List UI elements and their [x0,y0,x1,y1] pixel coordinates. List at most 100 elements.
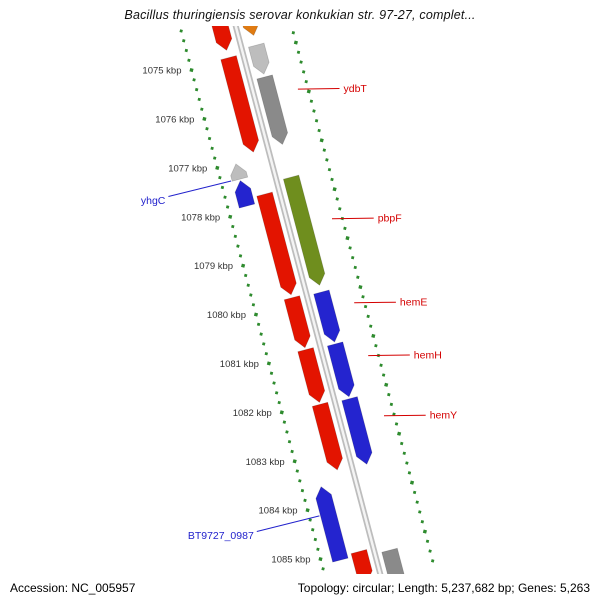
minor-tick-dot [236,244,240,248]
label-leader-ydbT [297,88,340,90]
minor-tick-dot [295,469,299,473]
minor-tick-dot [194,87,199,92]
minor-tick-dot [350,255,355,260]
minor-tick-dot [223,195,227,199]
major-tick-dot [332,187,337,192]
gene-label-ydbT[interactable]: ydbT [344,83,368,95]
minor-tick-dot [285,430,289,434]
minor-tick-dot [197,97,201,102]
minor-tick-dot [381,373,386,377]
major-tick-dot [409,480,415,485]
minor-tick-dot [374,343,378,348]
gene-arrow[interactable] [381,547,407,595]
minor-tick-dot [212,156,217,160]
minor-tick-dot [256,322,261,327]
ruler-tick-label: 1082 kbp [233,408,272,419]
minor-tick-dot [272,381,276,385]
minor-tick-dot [231,224,235,229]
minor-tick-dot [303,498,307,503]
gene-arrow[interactable] [238,2,259,36]
minor-tick-dot [210,146,214,151]
gene-arrow[interactable] [209,9,233,51]
map-title: Bacillus thuringiensis serovar konkukian… [124,8,476,22]
gene-arrow-hemY[interactable] [311,401,343,471]
ruler-tick-label: 1077 kbp [168,163,207,174]
minor-tick-dot [269,371,274,375]
gene-arrow[interactable] [350,549,373,583]
gene-arrow-ydbT[interactable] [220,55,259,153]
gene-arrow[interactable] [230,163,249,182]
major-tick-dot [241,263,246,268]
gene-arrow[interactable] [313,289,341,343]
minor-tick-dot [251,303,256,307]
ruler-tick-label: 1084 kbp [259,506,298,517]
label-leader-hemE [354,301,396,304]
gene-label-hemE[interactable]: hemE [400,297,427,309]
minor-tick-dot [192,78,196,82]
minor-tick-dot [327,167,332,172]
gene-arrow[interactable] [248,42,270,75]
major-tick-dot [422,529,427,534]
minor-tick-dot [259,332,263,336]
major-tick-dot [305,508,310,513]
minor-tick-dot [353,265,357,270]
minor-tick-dot [249,293,253,297]
gene-label-hemH[interactable]: hemH [414,350,442,362]
minor-tick-dot [428,549,432,553]
backbone-centerline [234,26,382,574]
gene-arrow-hemE[interactable] [283,295,311,349]
minor-tick-dot [246,283,250,287]
gene-arrow[interactable] [341,396,373,465]
minor-tick-dot [290,449,294,454]
minor-tick-dot [312,109,316,113]
gene-label-pbpF[interactable]: pbpF [378,213,402,225]
major-tick-dot [384,382,389,387]
gene-arrow-pbpF[interactable] [256,191,297,296]
label-leader-hemH [368,354,410,357]
minor-tick-dot [317,128,321,133]
gene-label-BT9727_0987[interactable]: BT9727_0987 [188,530,254,542]
ruler-tick-label: 1075 kbp [142,66,181,77]
gene-arrow[interactable] [326,341,355,398]
minor-tick-dot [182,39,186,43]
minor-tick-dot [361,295,365,299]
minor-tick-dot [335,197,339,201]
minor-tick-dot [187,58,191,63]
minor-tick-dot [420,520,425,524]
gene-label-hemY[interactable]: hemY [430,410,457,422]
minor-tick-dot [220,185,225,190]
ruler-tick-label: 1083 kbp [246,457,285,468]
ruler-tick-label: 1081 kbp [220,359,259,370]
minor-tick-dot [343,226,347,231]
gene-arrow[interactable] [256,74,288,145]
minor-tick-dot [394,422,399,426]
minor-tick-dot [301,70,306,74]
status-accession: Accession: NC_005957 [10,581,136,595]
gene-arrow-yhgC[interactable] [234,180,256,209]
minor-tick-dot [322,148,327,152]
gene-arrow[interactable] [282,174,326,286]
minor-tick-dot [338,207,342,211]
label-leader-BT9727_0987 [256,515,320,532]
gene-label-yhgC[interactable]: yhgC [141,195,166,207]
major-tick-dot [292,459,297,464]
minor-tick-dot [321,567,325,571]
major-tick-dot [371,333,376,339]
minor-tick-dot [233,234,238,239]
gene-arrow-BT9727_0987[interactable] [315,486,349,563]
minor-tick-dot [277,400,281,405]
minor-tick-dot [205,127,209,131]
minor-tick-dot [184,48,189,53]
minor-tick-dot [300,488,305,493]
ruler-tick-label: 1079 kbp [194,261,233,272]
major-tick-dot [215,165,220,170]
minor-tick-dot [379,363,383,367]
minor-tick-dot [330,177,334,182]
minor-tick-dot [392,412,396,416]
gene-arrow-hemH[interactable] [297,347,326,403]
minor-tick-dot [291,31,296,35]
major-tick-dot [345,236,350,241]
minor-tick-dot [304,79,308,84]
